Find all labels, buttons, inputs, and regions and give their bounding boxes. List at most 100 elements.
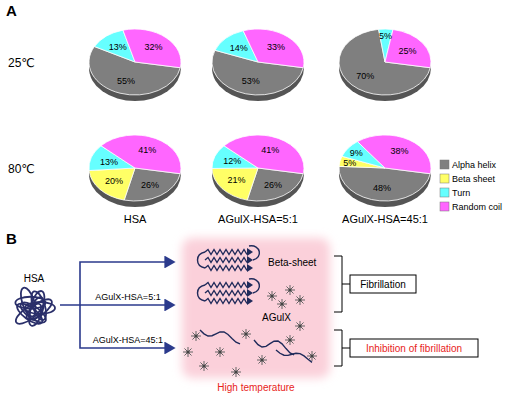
box-label: Beta-sheet (268, 257, 317, 268)
strand-head (247, 248, 253, 256)
strand-head (247, 297, 253, 305)
agulx-particle (285, 335, 295, 345)
data-label: 33% (267, 42, 285, 52)
pie-slice (357, 135, 431, 174)
pie-slice (224, 135, 304, 174)
data-label: 13% (100, 157, 118, 167)
sheet-turn (198, 252, 206, 268)
arrow-label: AGulX-HSA=45:1 (93, 335, 163, 345)
agulx-particle (191, 331, 201, 341)
particle-core (280, 302, 283, 305)
hsa-label: HSA (24, 273, 45, 284)
outcome-box (350, 339, 478, 357)
random-coil (200, 330, 240, 344)
agulx-particle (267, 291, 277, 301)
particle-core (270, 294, 273, 297)
row-label: 25℃ (8, 56, 35, 70)
pie-chart (89, 29, 181, 101)
data-label: 5% (343, 158, 356, 168)
agulx-particle (285, 285, 295, 295)
pie-slice (339, 29, 430, 95)
row-label: 80℃ (8, 162, 35, 176)
pie-title: AGulX-HSA=45:1 (342, 213, 428, 225)
data-label: 21% (227, 175, 245, 185)
beta-strand (205, 258, 247, 263)
legend-swatch (440, 188, 449, 197)
panel-label: B (6, 230, 17, 247)
beta-strand (205, 283, 247, 288)
agulx-particle (199, 361, 209, 371)
pie-slice (89, 168, 135, 200)
agulx-particle (257, 355, 267, 365)
arrow (80, 305, 174, 348)
sheet-turn (249, 279, 259, 293)
agulx-particle (295, 295, 305, 305)
data-label: 9% (350, 148, 363, 158)
data-label: 14% (230, 43, 248, 53)
legend-label: Alpha helix (452, 160, 497, 170)
data-label: 13% (109, 42, 127, 52)
data-label: 38% (390, 146, 408, 156)
sheet-turn (198, 285, 206, 301)
legend-label: Turn (452, 188, 470, 198)
data-label: 26% (264, 180, 282, 190)
strand-head (247, 264, 253, 272)
data-label: 53% (242, 76, 260, 86)
pie-title: AGulX-HSA=5:1 (218, 213, 298, 225)
agulx-particle (231, 367, 241, 377)
arrow (80, 304, 174, 306)
particle-core (288, 288, 291, 291)
figure: A25℃80℃55%13%32%53%14%33%70%5%25%26%20%1… (0, 0, 507, 395)
data-label: 41% (261, 145, 279, 155)
outcome-label: Fibrillation (360, 279, 406, 290)
protein-loop (13, 300, 44, 327)
data-label: 32% (145, 42, 163, 52)
beta-strand (205, 266, 247, 271)
particle-core (234, 370, 237, 373)
pie-title: HSA (124, 213, 147, 225)
pie-chart (339, 135, 431, 207)
random-coil (276, 350, 312, 362)
pie-chart (89, 135, 181, 207)
strand-head (247, 281, 253, 289)
outcome-label: Inhibition of fibrillation (366, 343, 462, 354)
agulx-particle (183, 347, 193, 357)
data-label: 12% (223, 156, 241, 166)
pie-slice (123, 29, 181, 68)
particle-core (186, 350, 189, 353)
agulx-particle (241, 329, 251, 339)
strand-head (247, 256, 253, 264)
outcome-box (350, 275, 416, 293)
data-label: 41% (138, 145, 156, 155)
legend-label: Random coil (452, 202, 502, 212)
condition-label: High temperature (217, 382, 295, 393)
pie-slice (243, 29, 304, 68)
beta-strand (205, 250, 247, 255)
beta-strand (205, 299, 247, 304)
beta-strand (205, 291, 247, 296)
data-label: 5% (379, 31, 392, 41)
data-label: 55% (117, 76, 135, 86)
legend-label: Beta sheet (452, 174, 496, 184)
data-label: 48% (373, 183, 391, 193)
pie-chart (212, 29, 304, 101)
sheet-turn (249, 246, 259, 260)
particle-core (244, 332, 247, 335)
particle-core (260, 358, 263, 361)
data-label: 20% (105, 176, 123, 186)
agulx-particle (295, 321, 305, 331)
data-label: 26% (141, 180, 159, 190)
arrow-label: AGulX-HSA=5:1 (95, 292, 160, 302)
pie-slice (101, 135, 181, 174)
particle-core (298, 324, 301, 327)
particle-core (194, 334, 197, 337)
legend-swatch (440, 202, 449, 211)
particle-core (288, 338, 291, 341)
hsa-protein (13, 286, 55, 328)
arrow (60, 262, 174, 305)
temperature-box (182, 238, 330, 378)
bracket (334, 330, 350, 366)
data-label: 70% (356, 71, 374, 81)
legend-swatch (440, 160, 449, 169)
particle-core (310, 354, 313, 357)
